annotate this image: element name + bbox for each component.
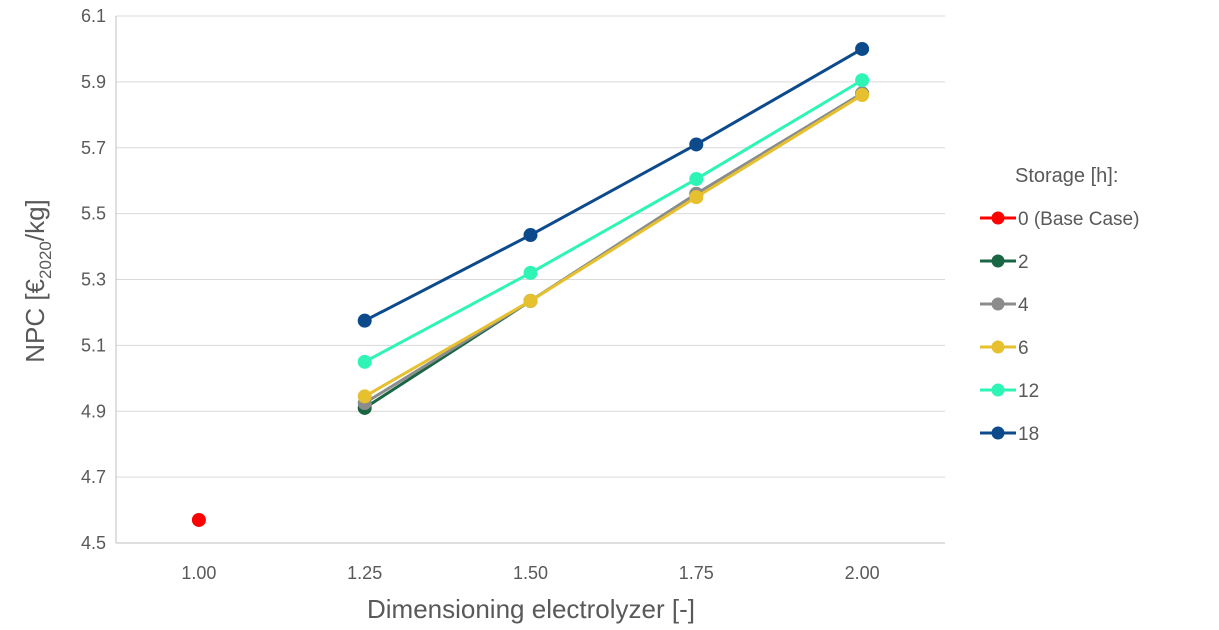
legend-label: 18 (1018, 424, 1039, 445)
data-point (357, 389, 372, 404)
data-point (523, 228, 538, 243)
y-tick-label: 4.7 (81, 467, 106, 487)
y-axis-title: NPC [€2020/kg] (20, 199, 55, 363)
legend-marker (991, 340, 1005, 354)
legend-label: 4 (1018, 295, 1029, 316)
x-tick-label: 2.00 (845, 563, 880, 583)
legend-title: Storage [h]: (1015, 165, 1118, 187)
y-tick-label: 4.9 (81, 401, 106, 421)
y-tick-label: 6.1 (81, 6, 106, 26)
y-tick-label: 5.3 (81, 270, 106, 290)
legend-marker (991, 383, 1005, 397)
x-axis-title: Dimensioning electrolyzer [-] (367, 594, 695, 624)
legend-marker (991, 254, 1005, 268)
y-axis-title-prefix: NPC [€ (20, 278, 50, 362)
y-tick-label: 5.9 (81, 72, 106, 92)
data-point (689, 190, 704, 205)
data-point (689, 137, 704, 152)
series-line (363, 93, 863, 398)
legend-marker (991, 297, 1005, 311)
data-point (523, 265, 538, 280)
series-line (363, 78, 863, 364)
legend-label: 2 (1018, 252, 1029, 273)
legend: Storage [h]: 0 (Base Case) 2 4 6 12 18 (980, 165, 1139, 445)
x-tick-label: 1.00 (181, 563, 216, 583)
legend-label: 0 (Base Case) (1018, 209, 1139, 230)
data-point (523, 293, 538, 308)
data-point (191, 512, 206, 527)
y-tick-label: 5.5 (81, 204, 106, 224)
gridlines (116, 15, 945, 478)
x-tick-label: 1.25 (347, 563, 382, 583)
legend-marker (991, 211, 1005, 225)
y-axis-title-suffix: /kg] (20, 199, 50, 241)
x-tick-label: 1.75 (679, 563, 714, 583)
tick-labels: 4.5 4.7 4.9 5.1 5.3 5.5 5.7 5.9 6.1 1.00 1.25 1.50 1… (81, 6, 880, 583)
legend-label: 12 (1018, 381, 1039, 402)
legend-marker (991, 426, 1005, 440)
data-point (855, 41, 870, 56)
y-tick-label: 5.7 (81, 138, 106, 158)
data-point (357, 354, 372, 369)
series (191, 41, 870, 527)
data-point (855, 73, 870, 88)
series-line (364, 47, 863, 323)
data-point (855, 88, 870, 103)
axes (115, 16, 945, 544)
legend-label: 6 (1018, 338, 1029, 359)
y-tick-label: 4.5 (81, 533, 106, 553)
data-point (357, 313, 372, 328)
x-tick-label: 1.50 (513, 563, 548, 583)
y-axis-title-subscript: 2020 (36, 241, 55, 279)
y-tick-label: 5.1 (81, 335, 106, 355)
data-point (689, 172, 704, 187)
